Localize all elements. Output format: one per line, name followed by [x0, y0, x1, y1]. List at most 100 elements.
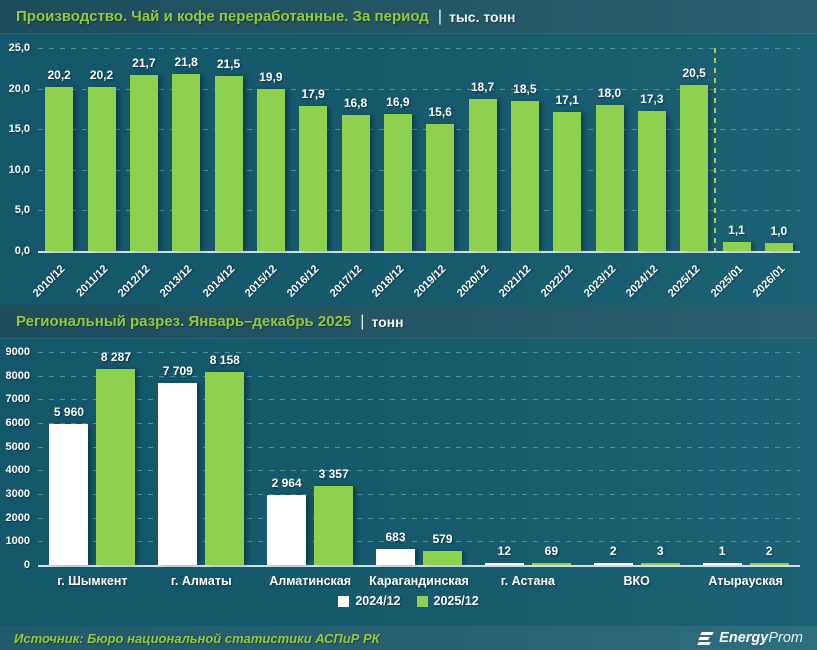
bar-value-label: 20,2 [89, 67, 114, 82]
gridline [38, 48, 800, 49]
y-tick-label: 10,0 [8, 163, 30, 176]
y-tick-label: 25,0 [8, 42, 30, 54]
bar-2023/12 [595, 104, 624, 251]
bar-value-label: 21,8 [174, 54, 198, 69]
bar-Алматинская-2024/12 [267, 494, 307, 565]
bar-2015/12 [256, 89, 285, 251]
chart1-unit-label: тыс. тонн [448, 8, 516, 25]
bar-value-label: 20,5 [682, 65, 706, 80]
bar-value-label: 19,9 [259, 70, 283, 85]
legend-item: 2025/12 [416, 594, 479, 608]
legend-swatch [338, 595, 350, 607]
bar-value-label: 21,7 [132, 55, 156, 70]
bar-г. Астана-2024/12 [484, 563, 524, 565]
bar-value-label: 5 960 [53, 404, 84, 419]
bar-г. Шымкент-2024/12 [49, 423, 89, 565]
bar-value-label: 16,8 [343, 95, 368, 110]
chart1-title: Производство. Чай и кофе переработанные.… [16, 8, 429, 25]
bar-ВКО-2025/12 [640, 563, 680, 565]
bar-2026/01 [764, 242, 793, 251]
bar-2017/12 [341, 114, 370, 251]
gridline [38, 129, 800, 131]
bar-Карагандинская-2025/12 [423, 551, 462, 565]
x-tick-label: 2013/12 [158, 263, 195, 300]
x-tick-label: Карагандинская [369, 574, 469, 588]
bar-2025/12 [680, 84, 709, 251]
bar-г. Шымкент-2025/12 [96, 368, 136, 565]
chart1-area: 25,0 20,0 15,0 10,0 5,0 0,0 20,2 2010/12 20,2 201… [0, 33, 817, 305]
x-tick-label: г. Шымкент [57, 574, 128, 588]
bar-value-label: 7 709 [162, 363, 193, 378]
bar-value-label: 18,0 [597, 85, 622, 100]
bar-value-label: 17,9 [301, 86, 325, 101]
bar-г. Алматы-2025/12 [205, 371, 245, 565]
chart2-legend: 2024/12 2025/12 [0, 594, 817, 608]
x-tick-label: г. Алматы [170, 574, 232, 588]
y-tick-label: 0,0 [14, 245, 30, 257]
footer-band: Источник: Бюро национальной статистики А… [0, 626, 817, 650]
bar-value-label: 18,5 [513, 81, 537, 96]
x-tick-label: 2025/01 [708, 263, 745, 300]
x-tick-label: 2017/12 [327, 263, 364, 300]
legend-label: 2024/12 [355, 594, 401, 608]
x-axis-line [38, 251, 800, 253]
bar-2025/01 [722, 242, 751, 251]
gridline [38, 517, 800, 519]
chart2-title: Региональный разрез. Январь–декабрь 2025 [16, 313, 352, 330]
bar-value-label: 579 [432, 532, 453, 547]
bar-г. Алматы-2024/12 [158, 382, 198, 565]
x-tick-label: 2016/12 [285, 263, 322, 300]
bar-ВКО-2024/12 [593, 563, 633, 565]
x-tick-label: Атырауская [708, 574, 783, 588]
bar-2016/12 [299, 105, 328, 251]
x-tick-label: 2014/12 [200, 263, 237, 300]
bar-value-label: 3 [656, 544, 664, 558]
gridline [38, 169, 800, 171]
x-tick-label: Алматинская [269, 574, 352, 588]
x-tick-label: 2026/01 [750, 263, 788, 300]
bar-2012/12 [129, 74, 158, 251]
x-tick-label: ВКО [623, 574, 650, 588]
bar-2024/12 [637, 110, 666, 251]
y-tick-label: 2000 [5, 511, 30, 524]
bar-2010/12 [45, 86, 74, 251]
y-tick-label: 5000 [5, 440, 30, 453]
energyprom-bars-icon [697, 631, 714, 645]
bar-Атырауская-2025/12 [749, 563, 789, 565]
bar-value-label: 15,6 [428, 105, 452, 120]
bar-value-label: 1,1 [728, 223, 745, 238]
bar-value-label: 683 [385, 529, 406, 544]
bar-Карагандинская-2024/12 [376, 548, 415, 565]
gridline [38, 541, 800, 543]
y-tick-label: 7000 [5, 393, 30, 406]
chart1-header-band: Производство. Чай и кофе переработанные.… [0, 0, 817, 33]
bar-value-label: 1 [718, 544, 726, 558]
legend-item: 2024/12 [338, 594, 401, 608]
bar-2018/12 [383, 113, 412, 251]
bar-value-label: 16,9 [386, 94, 410, 109]
bar-2011/12 [87, 86, 116, 251]
gridline [38, 375, 800, 377]
chart2-title-separator: | [360, 312, 365, 330]
y-tick-label: 8000 [5, 369, 30, 382]
series-divider-line [714, 48, 717, 251]
bar-2020/12 [468, 99, 497, 251]
x-tick-label: 2018/12 [369, 263, 407, 300]
bar-value-label: 3 357 [318, 466, 349, 481]
energyprom-logo: EnergyProm [697, 630, 803, 646]
gridline [38, 494, 800, 495]
gridline [38, 210, 800, 212]
chart1-plot: 25,0 20,0 15,0 10,0 5,0 0,0 20,2 2010/12 20,2 201… [9, 42, 800, 300]
bar-г. Астана-2025/12 [531, 563, 571, 565]
legend-label: 2025/12 [433, 594, 479, 608]
bar-Алматинская-2025/12 [314, 485, 354, 565]
logo-text-light: Prom [768, 630, 803, 646]
bar-Атырауская-2024/12 [702, 563, 742, 565]
gridline [38, 423, 800, 424]
chart2-plot: 9000 8000 7000 6000 5000 4000 3000 2000 1000 0 5 9… [6, 346, 800, 588]
gridline [38, 446, 800, 448]
gridline [38, 470, 800, 472]
x-tick-label: 2019/12 [412, 263, 449, 300]
bar-value-label: 17,3 [640, 91, 664, 106]
